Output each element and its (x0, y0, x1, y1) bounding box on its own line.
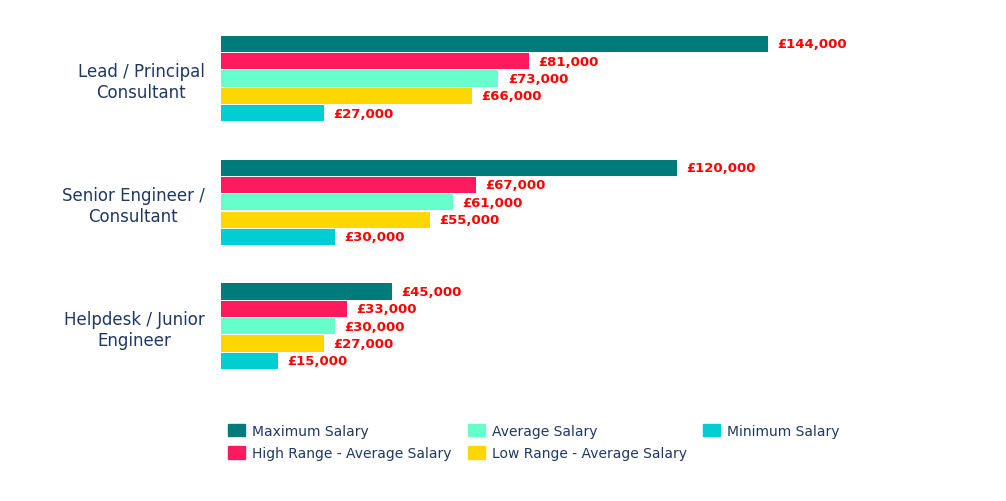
Text: £27,000: £27,000 (333, 337, 393, 350)
Bar (221, 177, 476, 193)
Bar (221, 71, 498, 87)
Text: £33,000: £33,000 (356, 303, 416, 316)
Bar (221, 195, 453, 211)
Text: £144,000: £144,000 (778, 38, 847, 51)
Bar (221, 106, 324, 122)
Bar (221, 54, 528, 70)
Bar (221, 336, 324, 352)
Text: £73,000: £73,000 (508, 73, 568, 86)
Text: £81,000: £81,000 (538, 56, 599, 69)
Bar (221, 212, 430, 228)
Text: £61,000: £61,000 (462, 196, 523, 209)
Bar (221, 353, 279, 369)
Text: £45,000: £45,000 (401, 286, 462, 299)
Text: £15,000: £15,000 (288, 355, 348, 368)
Bar (221, 160, 677, 176)
Bar (221, 229, 335, 245)
Text: £67,000: £67,000 (485, 179, 545, 192)
Text: £30,000: £30,000 (345, 320, 405, 333)
Bar (221, 37, 768, 53)
Text: £66,000: £66,000 (481, 90, 541, 103)
Legend: Maximum Salary, High Range - Average Salary, Average Salary, Low Range - Average: Maximum Salary, High Range - Average Sal… (228, 424, 839, 460)
Text: £120,000: £120,000 (686, 162, 756, 175)
Text: £27,000: £27,000 (333, 107, 393, 120)
Bar (221, 284, 392, 300)
Bar (221, 301, 346, 317)
Bar (221, 89, 472, 105)
Text: £30,000: £30,000 (345, 231, 405, 244)
Bar (221, 319, 335, 335)
Text: £55,000: £55,000 (440, 214, 500, 226)
